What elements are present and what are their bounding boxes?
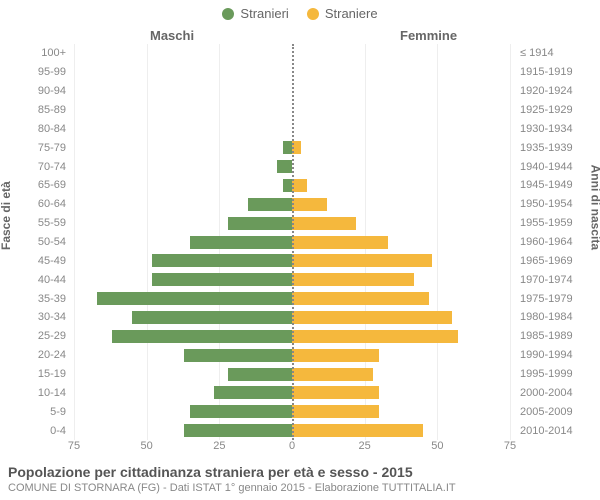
pyramid-plot [74, 44, 510, 440]
age-label: 80-84 [0, 119, 70, 138]
bar-female [292, 179, 307, 192]
age-label: 30-34 [0, 308, 70, 327]
age-label: 95-99 [0, 63, 70, 82]
age-label: 85-89 [0, 101, 70, 120]
age-label: 90-94 [0, 82, 70, 101]
birth-label: 1960-1964 [516, 233, 598, 252]
age-label: 0-4 [0, 421, 70, 440]
legend-swatch-female [307, 8, 319, 20]
footer: Popolazione per cittadinanza straniera p… [8, 464, 592, 494]
legend-item-male: Stranieri [222, 6, 288, 21]
legend: Stranieri Straniere [0, 0, 600, 25]
bar-female [292, 368, 373, 381]
legend-item-female: Straniere [307, 6, 378, 21]
age-label: 60-64 [0, 195, 70, 214]
bar-female [292, 254, 432, 267]
bar-female [292, 273, 414, 286]
age-label: 15-19 [0, 365, 70, 384]
bar-male [112, 330, 292, 343]
birth-label: 1965-1969 [516, 251, 598, 270]
bar-male [184, 424, 292, 437]
birth-label: 1975-1979 [516, 289, 598, 308]
bar-female [292, 405, 379, 418]
bars-female [292, 44, 510, 440]
bar-male [214, 386, 292, 399]
x-tick: 25 [213, 440, 225, 452]
birth-label: 1940-1944 [516, 157, 598, 176]
bar-male [152, 273, 292, 286]
bar-female [292, 349, 379, 362]
bar-female [292, 424, 423, 437]
birth-label: 1950-1954 [516, 195, 598, 214]
bar-male [248, 198, 292, 211]
center-line [292, 44, 294, 440]
birth-label: 1995-1999 [516, 365, 598, 384]
birth-label: 1970-1974 [516, 270, 598, 289]
age-label: 25-29 [0, 327, 70, 346]
age-label: 40-44 [0, 270, 70, 289]
age-label: 75-79 [0, 138, 70, 157]
birth-label: 1955-1959 [516, 214, 598, 233]
bar-female [292, 330, 458, 343]
x-axis: 7550250255075 [74, 440, 510, 456]
birth-label: 2005-2009 [516, 402, 598, 421]
bar-female [292, 236, 388, 249]
chart-title: Popolazione per cittadinanza straniera p… [8, 464, 592, 480]
bar-female [292, 386, 379, 399]
bars-male [74, 44, 292, 440]
age-label: 70-74 [0, 157, 70, 176]
age-label: 65-69 [0, 176, 70, 195]
birth-label: ≤ 1914 [516, 44, 598, 63]
y-labels-age: 100+95-9990-9485-8980-8475-7970-7465-696… [0, 44, 70, 440]
bar-male [152, 254, 292, 267]
x-tick: 50 [431, 440, 443, 452]
bar-male [277, 160, 292, 173]
birth-label: 1980-1984 [516, 308, 598, 327]
bar-male [97, 292, 292, 305]
bar-male [190, 236, 292, 249]
age-label: 50-54 [0, 233, 70, 252]
birth-label: 1930-1934 [516, 119, 598, 138]
age-label: 100+ [0, 44, 70, 63]
birth-label: 2010-2014 [516, 421, 598, 440]
bar-male [132, 311, 292, 324]
x-tick: 0 [289, 440, 295, 452]
x-tick: 75 [68, 440, 80, 452]
bar-male [184, 349, 292, 362]
header-male: Maschi [150, 28, 194, 43]
legend-label-male: Stranieri [240, 6, 288, 21]
bar-male [228, 217, 292, 230]
birth-label: 1985-1989 [516, 327, 598, 346]
x-tick: 75 [504, 440, 516, 452]
bar-male [283, 141, 292, 154]
birth-label: 1990-1994 [516, 346, 598, 365]
age-label: 35-39 [0, 289, 70, 308]
birth-label: 1925-1929 [516, 101, 598, 120]
birth-label: 1915-1919 [516, 63, 598, 82]
y-labels-birth: ≤ 19141915-19191920-19241925-19291930-19… [516, 44, 598, 440]
x-tick: 25 [359, 440, 371, 452]
age-label: 5-9 [0, 402, 70, 421]
bar-male [228, 368, 292, 381]
bar-female [292, 198, 327, 211]
bar-female [292, 292, 429, 305]
age-label: 20-24 [0, 346, 70, 365]
x-tick: 50 [141, 440, 153, 452]
birth-label: 1935-1939 [516, 138, 598, 157]
chart-subtitle: COMUNE DI STORNARA (FG) - Dati ISTAT 1° … [8, 482, 592, 494]
legend-label-female: Straniere [325, 6, 378, 21]
bar-female [292, 311, 452, 324]
age-label: 45-49 [0, 251, 70, 270]
legend-swatch-male [222, 8, 234, 20]
age-label: 55-59 [0, 214, 70, 233]
bar-male [190, 405, 292, 418]
birth-label: 2000-2004 [516, 383, 598, 402]
header-female: Femmine [400, 28, 457, 43]
birth-label: 1920-1924 [516, 82, 598, 101]
birth-label: 1945-1949 [516, 176, 598, 195]
bar-female [292, 217, 356, 230]
age-label: 10-14 [0, 383, 70, 402]
bar-male [283, 179, 292, 192]
